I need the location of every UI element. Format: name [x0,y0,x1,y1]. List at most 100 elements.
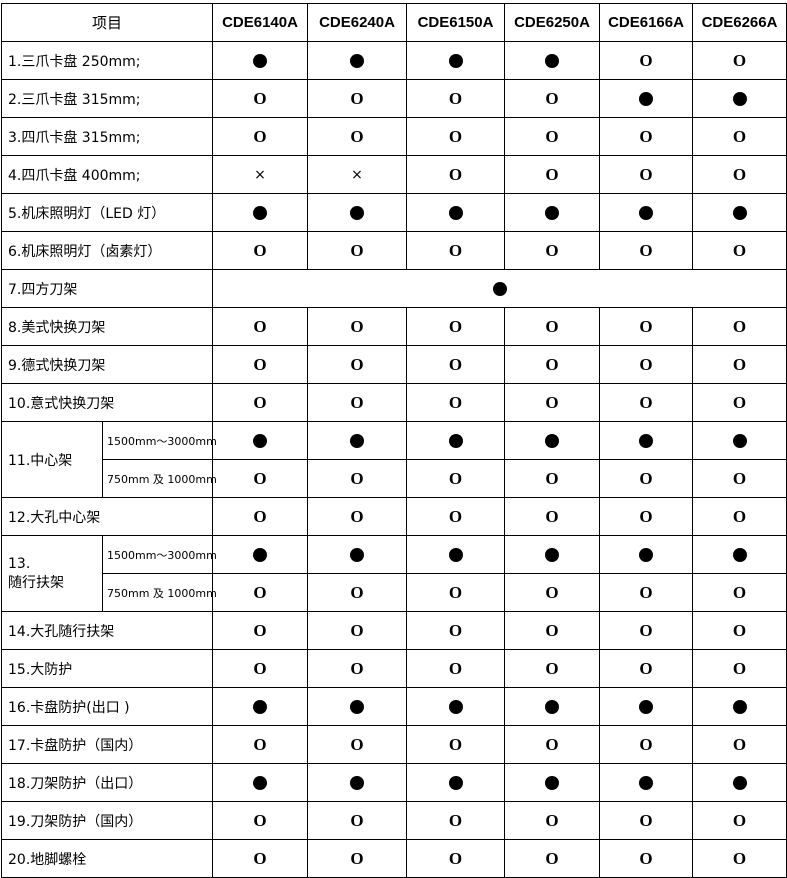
table-row: 3.四爪卡盘 315mm; O O O O O O [0,117,787,156]
open-circle-icon: O [448,810,463,830]
open-circle-icon: O [448,354,463,374]
open-circle-icon: O [639,506,653,526]
open-circle-icon: O [732,126,747,146]
row-label: 1.三爪卡盘 250mm; [0,41,214,80]
mark-cell: O [599,573,694,612]
filled-circle-icon [492,281,507,296]
open-circle-icon: O [253,316,267,336]
cross-icon: × [254,166,266,183]
mark-cell: O [692,307,787,346]
filled-circle-icon [253,433,268,448]
table-row: 750mm 及 1000mm O O O O O O [2,459,787,498]
mark-cell [599,687,694,726]
mark-cell: O [599,383,694,422]
mark-cell: O [212,383,309,422]
open-circle-icon: O [253,126,267,146]
mark-cell: O [212,459,309,498]
mark-cell [212,763,309,802]
row-label: 13. 随行扶架 [1,535,103,612]
mark-cell: O [504,801,601,840]
open-circle-icon: O [350,240,364,260]
filled-circle-icon [732,91,747,106]
mark-cell: O [406,839,506,878]
filled-circle-icon [639,205,654,220]
mark-cell: O [406,725,506,764]
mark-cell: O [599,155,694,194]
table-row: 20.地脚螺栓 O O O O O O [0,839,787,878]
mark-cell [212,535,309,574]
mark-cell: O [504,345,601,384]
open-circle-icon: O [350,620,364,640]
mark-cell: O [307,117,408,156]
open-circle-icon: O [350,582,364,602]
row-label: 19.刀架防护（国内） [0,801,214,840]
open-circle-icon: O [350,88,364,108]
filled-circle-icon [545,53,560,68]
mark-cell [406,41,506,80]
table-row: 7.四方刀架 [0,269,787,308]
model-header: CDE6266A [692,3,787,42]
row-label: 7.四方刀架 [0,269,214,308]
mark-cell: O [692,497,787,536]
mark-cell [599,535,694,574]
mark-cell [406,687,506,726]
filled-circle-icon [639,433,654,448]
table-row: 13. 随行扶架 1500mm～3000mm [1,535,787,612]
sub-row-label: 750mm 及 1000mm [101,459,217,498]
mark-cell [307,193,408,232]
open-circle-icon: O [253,848,267,868]
mark-cell: O [406,801,506,840]
filled-circle-icon [448,699,463,714]
table-row: 15.大防护 O O O O O O [0,649,787,688]
mark-cell: O [504,307,601,346]
mark-cell: O [599,307,694,346]
mark-cell: O [504,155,601,194]
mark-cell [692,763,787,802]
table-row: 18.刀架防护（出口） [0,763,787,802]
mark-cell: O [692,41,787,80]
model-header: CDE6166A [599,3,694,42]
open-circle-icon: O [448,658,463,678]
row-label: 17.卡盘防护（国内） [0,725,214,764]
mark-cell: O [692,649,787,688]
mark-cell: O [504,231,601,270]
filled-circle-icon [732,205,747,220]
mark-cell: × [307,155,408,194]
open-circle-icon: O [350,734,364,754]
mark-cell: O [307,725,408,764]
open-circle-icon: O [545,468,559,488]
mark-cell: O [599,231,694,270]
table-row: 750mm 及 1000mm O O O O O O [2,573,787,612]
open-circle-icon: O [732,658,747,678]
mark-cell: O [406,307,506,346]
row-label: 3.四爪卡盘 315mm; [0,117,214,156]
sub-row-label: 750mm 及 1000mm [101,573,217,612]
filled-circle-icon [253,775,268,790]
mark-cell: O [307,497,408,536]
header-row: 项目 CDE6140A CDE6240A CDE6150A CDE6250A C… [0,3,787,42]
mark-cell: O [212,231,309,270]
mark-cell: O [692,155,787,194]
mark-cell: O [212,801,309,840]
sub-row-label: 1500mm～3000mm [101,421,217,460]
open-circle-icon: O [732,810,747,830]
mark-cell: O [692,725,787,764]
open-circle-icon: O [639,734,653,754]
table-row: 14.大孔随行扶架 O O O O O O [0,611,787,650]
filled-circle-icon [639,699,654,714]
row-label: 6.机床照明灯（卤素灯） [0,231,214,270]
mark-cell [504,41,601,80]
open-circle-icon: O [350,354,364,374]
mark-cell: O [504,839,601,878]
open-circle-icon: O [350,848,364,868]
mark-cell: O [307,231,408,270]
mark-cell: O [212,649,309,688]
open-circle-icon: O [253,468,267,488]
model-header: CDE6140A [212,3,309,42]
row-label: 11.中心架 [1,421,103,498]
model-header: CDE6150A [406,3,506,42]
filled-circle-icon [253,699,268,714]
open-circle-icon: O [732,164,747,184]
mark-cell [504,535,601,574]
filled-circle-icon [350,433,365,448]
